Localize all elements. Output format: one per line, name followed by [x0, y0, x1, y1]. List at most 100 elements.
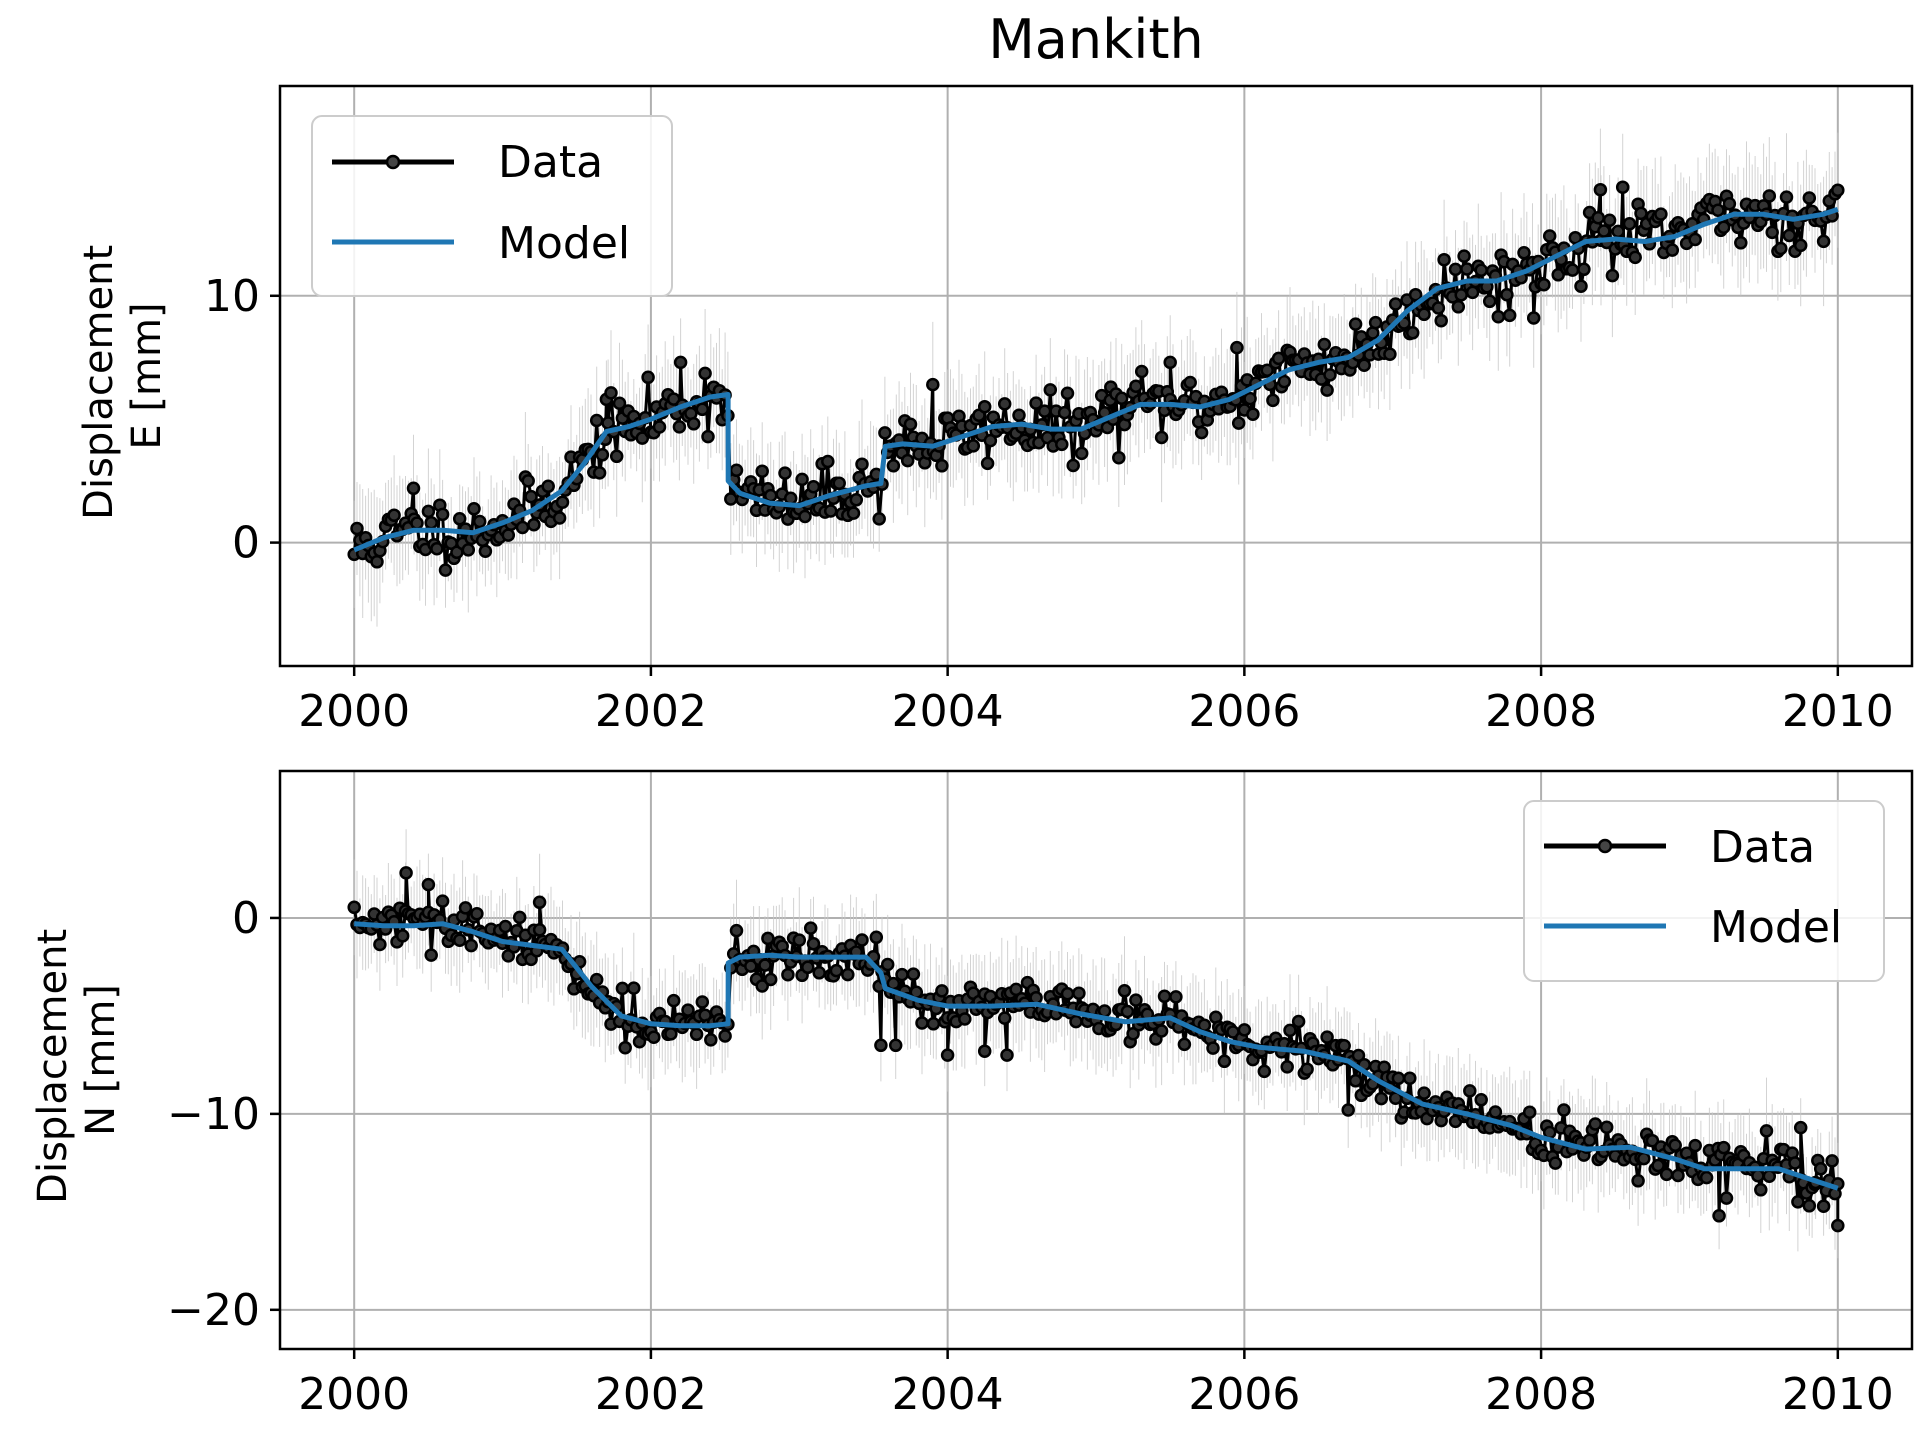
data-point [1388, 297, 1403, 311]
data-point [977, 399, 992, 414]
data-point [1317, 337, 1332, 352]
data-point [781, 967, 795, 982]
data-point [997, 1011, 1012, 1025]
data-point [689, 1027, 704, 1042]
data-point [647, 1030, 661, 1044]
data-point [673, 355, 688, 370]
data-point [997, 397, 1012, 411]
x-tick-label: 2004 [892, 1369, 1004, 1420]
data-point [1417, 307, 1431, 322]
data-point [1357, 358, 1371, 372]
data-point [430, 541, 444, 556]
panel-north-ylabel-line1: Displacement [30, 929, 76, 1204]
data-point [1734, 236, 1748, 250]
data-point [458, 901, 473, 915]
data-point [627, 981, 641, 995]
data-point [1405, 326, 1420, 340]
data-point [1645, 1133, 1660, 1148]
data-point [552, 511, 567, 525]
data-point [1271, 351, 1286, 366]
data-point [1060, 386, 1075, 401]
data-point [1816, 234, 1831, 249]
data-point [695, 995, 710, 1009]
data-point [1751, 1168, 1765, 1183]
data-point [1688, 232, 1702, 247]
data-point [604, 386, 618, 400]
data-point [1069, 1014, 1083, 1029]
data-point [886, 459, 901, 473]
data-point [695, 402, 710, 417]
data-point [406, 481, 421, 496]
data-point [1134, 364, 1149, 379]
data-point [849, 493, 864, 507]
data-point [958, 1012, 972, 1026]
data-point [1671, 1168, 1685, 1183]
data-point [1348, 317, 1363, 331]
data-point [1431, 301, 1446, 315]
data-point [1699, 1170, 1714, 1185]
data-point [1169, 990, 1183, 1004]
data-point [698, 366, 712, 381]
data-point [461, 543, 476, 557]
data-point [935, 984, 949, 998]
data-point [1417, 1086, 1431, 1100]
data-point [940, 1048, 955, 1062]
data-point [589, 972, 604, 987]
data-point [1793, 238, 1808, 253]
data-point [1243, 391, 1257, 406]
data-point [980, 456, 995, 471]
data-point [1762, 1169, 1777, 1183]
data-point [1816, 1199, 1831, 1213]
data-point [1323, 368, 1337, 382]
panel-north-frame [278, 769, 1914, 1351]
panel-east-legend: Data Model [311, 115, 673, 297]
data-point [1465, 285, 1480, 300]
data-point [1765, 225, 1779, 240]
data-point [1000, 1048, 1014, 1062]
panel-north: 2000 2002 2004 2006 2008 2010 0 −10 −20 Displace… [30, 769, 1914, 1420]
data-point [541, 479, 555, 494]
data-point [1291, 1014, 1306, 1029]
panel-east-ylabel-line1: Displacement [76, 245, 122, 520]
x-tick-label: 2004 [892, 686, 1004, 737]
x-tick-label: 2002 [595, 686, 707, 737]
data-point [1280, 1060, 1294, 1074]
data-point [350, 521, 364, 536]
data-point [1320, 1030, 1334, 1044]
x-tick-label: 2002 [595, 1369, 707, 1420]
data-point [1791, 1195, 1805, 1209]
data-point [832, 476, 846, 490]
data-point [1231, 416, 1246, 430]
model-line [354, 921, 1839, 1191]
data-point [1009, 982, 1023, 997]
data-point [755, 979, 769, 993]
data-point [1542, 229, 1557, 243]
data-point [592, 466, 607, 480]
legend-frame [1523, 800, 1885, 982]
data-point [1759, 1124, 1774, 1138]
data-point [1408, 287, 1423, 302]
panel-north-ylabel: Displacement N [mm] [30, 916, 124, 1204]
data-point [1574, 279, 1588, 293]
y-tick-label: −20 [167, 1285, 260, 1336]
model-line [353, 207, 1839, 553]
legend-frame [311, 115, 673, 297]
data-point [1129, 993, 1143, 1007]
legend-data-marker [385, 154, 401, 170]
data-point [589, 413, 604, 428]
x-tick-label: 2006 [1188, 686, 1300, 737]
data-point [880, 957, 895, 972]
data-point [823, 504, 838, 518]
data-point [906, 967, 921, 981]
data-point [512, 910, 527, 925]
data-point [1522, 1105, 1537, 1119]
data-point [1517, 246, 1531, 260]
data-point [615, 981, 630, 996]
data-point [1157, 989, 1172, 1004]
data-point [1722, 197, 1737, 211]
data-point [435, 894, 450, 908]
data-point [664, 1027, 678, 1041]
data-point [1631, 1174, 1645, 1188]
data-point [795, 472, 809, 487]
data-point [618, 1040, 632, 1055]
